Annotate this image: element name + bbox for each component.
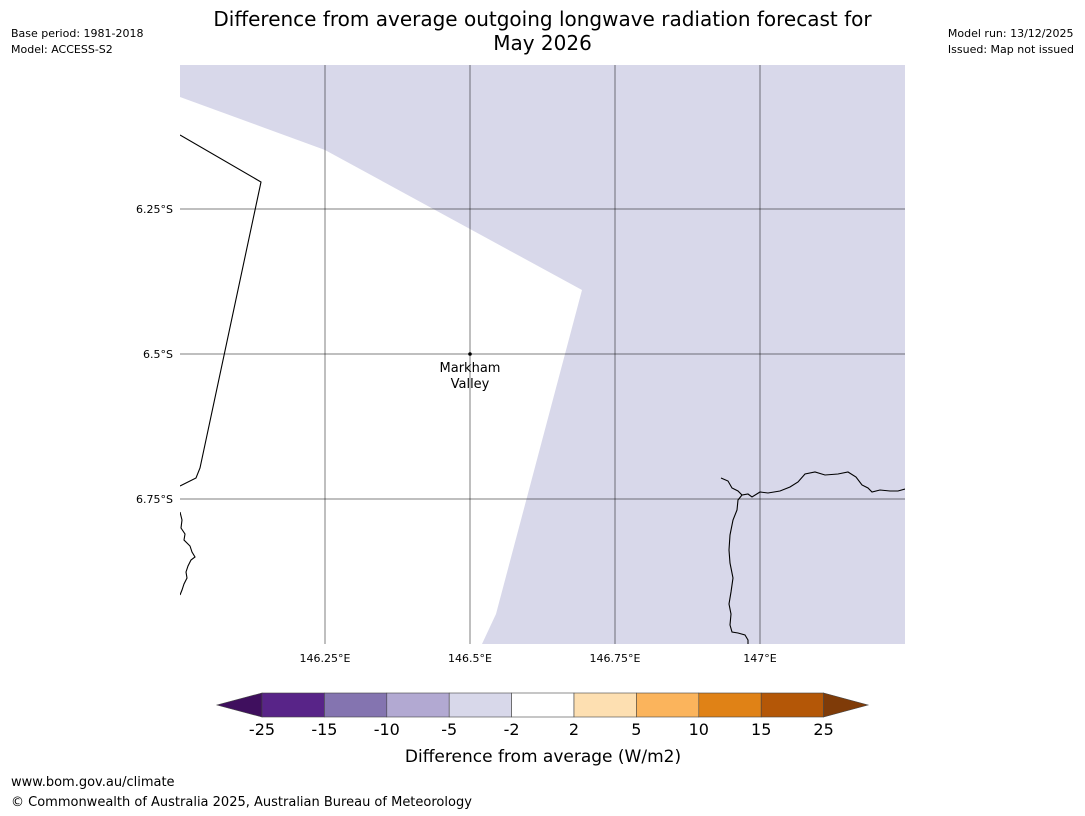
colorbar-extend-left [215,692,263,718]
title-line-2: May 2026 [493,31,592,55]
colorbar-segment [448,692,512,718]
colorbar-extend-right [823,692,870,718]
lon-label: 147°E [743,652,776,665]
colorbar-tick-label: -25 [249,720,275,739]
issued-text: Issued: Map not issued [947,43,1074,56]
coastline-gulf [728,494,749,644]
meta-right: Model run: 13/12/2025 Issued: Map not is… [948,26,1074,58]
colorbar-segment [386,692,450,718]
title-line-1: Difference from average outgoing longwav… [213,7,872,31]
boundaries [180,134,905,644]
lat-label: 6.25°S [136,203,173,216]
map-title: Difference from average outgoing longwav… [0,7,1085,55]
place-label-line-2: Valley [451,377,490,392]
colorbar-segment [760,692,824,718]
meta-left: Base period: 1981-2018 Model: ACCESS-S2 [11,26,143,58]
colorbar-segment [636,692,700,718]
base-period-text: Base period: 1981-2018 [11,27,144,40]
colorbar-segment [511,692,575,718]
lon-label: 146.5°E [448,652,492,665]
place-label-line-1: Markham [440,361,501,376]
lat-label: 6.75°S [136,493,173,506]
footer-url: www.bom.gov.au/climate [11,775,175,790]
colorbar-tick-label: -15 [311,720,337,739]
place-marker [468,352,472,356]
colorbar-tick-label: 2 [569,720,579,739]
colorbar-title: Difference from average (W/m2) [405,747,681,767]
colorbar [215,692,870,718]
model-text: Model: ACCESS-S2 [11,43,113,56]
lat-label: 6.5°S [143,348,173,361]
colorbar-segment [261,692,325,718]
graticule [180,65,905,644]
colorbar-tick-label: 25 [813,720,833,739]
colorbar-tick-label: 5 [631,720,641,739]
model-run-text: Model run: 13/12/2025 [947,27,1074,40]
colorbar-segment [698,692,762,718]
colorbar-segment [573,692,637,718]
colorbar-tick-label: -5 [441,720,457,739]
colorbar-tick-label: 15 [751,720,771,739]
colorbar-tick-label: 10 [689,720,709,739]
coastline-west [180,511,196,596]
border-line [180,134,262,487]
footer-copyright: © Commonwealth of Australia 2025, Austra… [11,795,472,810]
lon-label: 146.25°E [300,652,351,665]
colorbar-tick-label: -2 [504,720,520,739]
colorbar-segment [324,692,388,718]
colorbar-tick-label: -10 [374,720,400,739]
lon-label: 146.75°E [590,652,641,665]
